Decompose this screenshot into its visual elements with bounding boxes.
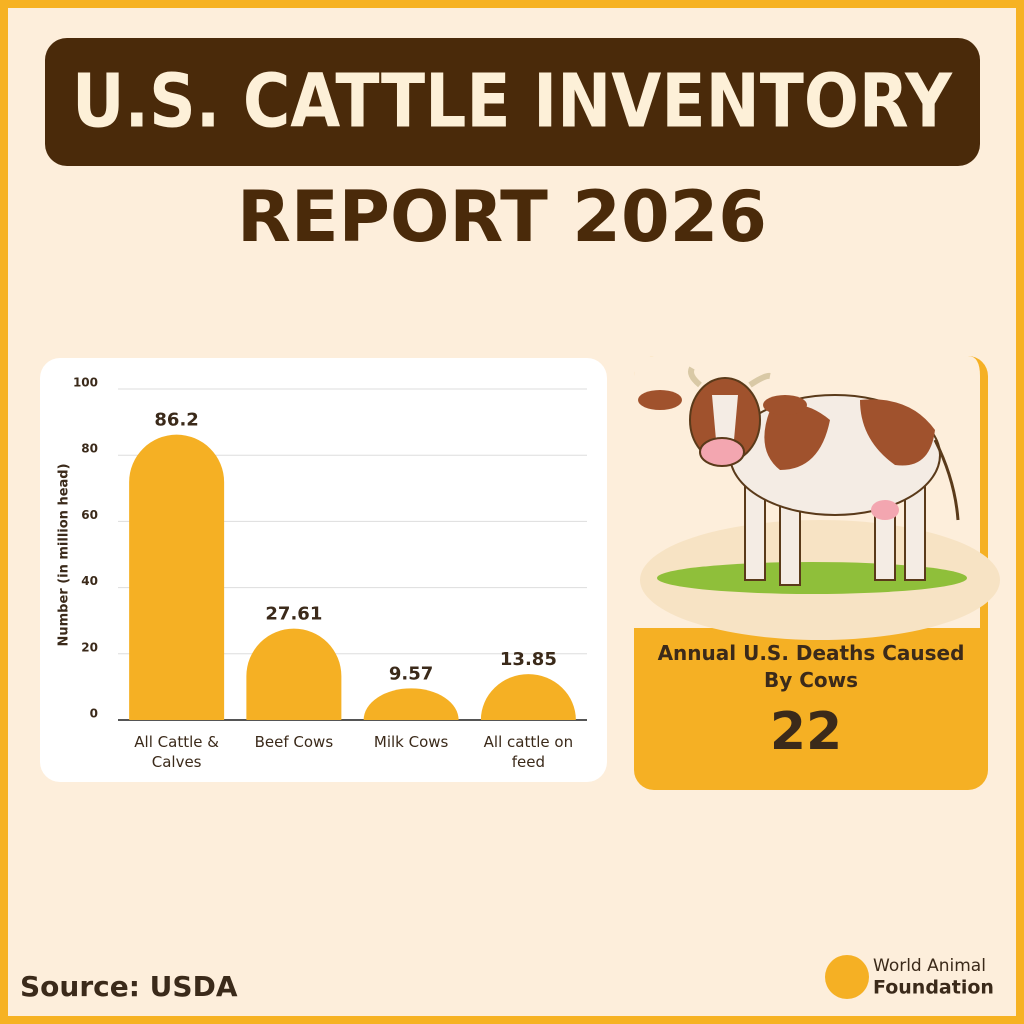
stat-value: 22 — [770, 702, 842, 762]
x-tick-label: Milk Cows — [373, 733, 449, 751]
y-axis-label: Number (in million head) — [57, 463, 72, 646]
y-tick-label: 40 — [81, 574, 98, 588]
value-label: 27.61 — [265, 604, 322, 625]
bar — [480, 674, 576, 720]
y-tick-label: 60 — [81, 508, 98, 522]
bar — [129, 434, 225, 720]
bar — [363, 688, 459, 720]
bar — [246, 628, 342, 720]
value-label: 86.2 — [154, 410, 198, 431]
value-label: 13.85 — [500, 649, 557, 670]
y-tick-label: 20 — [81, 640, 98, 654]
logo-line1: World Animal — [873, 956, 986, 976]
logo-line2: Foundation — [873, 977, 994, 999]
subtitle: REPORT 2026 — [237, 176, 767, 258]
value-label: 9.57 — [389, 663, 433, 684]
y-tick-label: 100 — [73, 376, 98, 390]
x-tick-label: All cattle on feed — [483, 733, 574, 771]
title: U.S. CATTLE INVENTORY — [72, 59, 953, 145]
cow-illustration — [634, 356, 1000, 640]
logo-icon — [825, 955, 869, 999]
x-tick-label: Beef Cows — [254, 733, 334, 751]
title-box — [45, 38, 980, 166]
source: Source: USDA — [20, 970, 238, 1003]
y-tick-label: 0 — [90, 707, 98, 721]
x-tick-label: All Cattle & Calves — [134, 733, 219, 771]
stat-label: Annual U.S. Deaths Caused By Cows — [657, 641, 965, 692]
y-tick-label: 80 — [81, 442, 98, 456]
